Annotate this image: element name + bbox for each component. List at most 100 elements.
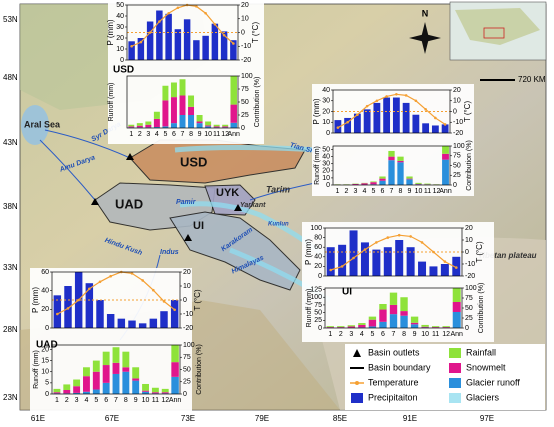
annual-snowmelt-bar xyxy=(452,302,461,312)
y-tick-label: 40 xyxy=(322,87,330,94)
y-tick-label: 20 xyxy=(314,263,322,270)
basin-label: UI xyxy=(193,220,204,232)
y2-tick-label: 25 xyxy=(453,172,461,179)
legend-symbol xyxy=(355,381,359,385)
place-label: Tarim xyxy=(266,184,290,194)
y2-tick-label: -10 xyxy=(241,43,251,50)
legend-swatch xyxy=(449,393,461,403)
y2-tick-label: 100 xyxy=(465,285,477,292)
temperature-point xyxy=(404,94,408,97)
legend-label: Temperature xyxy=(368,377,419,387)
precip-bar xyxy=(353,113,361,133)
x-tick-label: 9 xyxy=(134,397,138,404)
temperature-point xyxy=(363,248,367,251)
glacier-bar xyxy=(170,123,177,128)
x-tick-label: 4 xyxy=(363,188,367,195)
rainfall-bar xyxy=(431,326,440,328)
panel-name: UAD xyxy=(36,340,58,351)
temperature-point xyxy=(66,307,70,310)
precip-bar xyxy=(202,35,209,60)
y-tick-label: 0 xyxy=(326,130,330,137)
river-label: Yarkant xyxy=(240,202,266,209)
rainfall-bar xyxy=(142,383,149,391)
snowmelt-bar xyxy=(122,367,130,372)
precip-bar xyxy=(406,247,415,276)
x-tick-label: 6 xyxy=(172,131,176,138)
rainfall-bar xyxy=(63,384,71,390)
y-tick-label: 0 xyxy=(120,57,124,64)
temperature-point xyxy=(167,11,170,15)
y-tick-label: 50 xyxy=(314,309,322,316)
temperature-point xyxy=(130,44,133,48)
snowmelt-bar xyxy=(83,376,90,392)
y2-tick-label: 75 xyxy=(183,354,191,361)
y-axis-title: Runoff (mm) xyxy=(306,289,313,328)
outlet xyxy=(126,153,134,160)
precip-bar xyxy=(128,320,136,328)
x-tick-label: 5 xyxy=(372,188,376,195)
y-tick-label: 20 xyxy=(116,35,124,42)
x-tick-label: 10 xyxy=(204,131,212,138)
y-tick-label: 125 xyxy=(310,286,322,293)
legend-swatch xyxy=(449,378,461,388)
y-tick-label: 0 xyxy=(45,391,49,398)
snowmelt-bar xyxy=(379,178,386,181)
temperature-point xyxy=(141,279,144,282)
rainfall-bar xyxy=(424,183,431,185)
y2-tick-label: 75 xyxy=(453,153,461,160)
y2-tick-label: 0 xyxy=(453,108,457,115)
y2-tick-label: 0 xyxy=(183,391,187,398)
rainfall-bar xyxy=(388,150,395,157)
range-label: Pamir xyxy=(176,199,197,206)
legend-swatch xyxy=(351,393,363,403)
scale-label: 720 KM xyxy=(518,75,546,84)
x-tick-label: 4 xyxy=(360,331,364,338)
y2-axis-title: T (°C) xyxy=(463,101,472,123)
y-tick-label: 20 xyxy=(41,306,49,313)
glacier-bar xyxy=(397,162,404,185)
annual-snowmelt-bar xyxy=(230,104,237,123)
precip-bar xyxy=(165,13,172,61)
glacier-bar xyxy=(92,389,100,394)
y2-tick-label: 0 xyxy=(453,182,457,189)
range-label: Kunlun xyxy=(268,222,289,228)
snowmelt-bar xyxy=(222,126,229,128)
x-tick-label: 5 xyxy=(370,331,374,338)
precip-bar xyxy=(211,23,219,60)
outlet xyxy=(234,204,242,211)
glacier-bar xyxy=(415,184,422,185)
x-tick-label: 9 xyxy=(408,188,412,195)
x-tick-label: 10 xyxy=(421,331,429,338)
temperature-point xyxy=(375,99,379,103)
snowmelt-bar xyxy=(196,121,203,124)
snowmelt-bar xyxy=(397,160,404,163)
rainfall-bar xyxy=(410,316,419,323)
rainfall-bar xyxy=(205,121,212,126)
y2-tick-label: 0 xyxy=(183,297,187,304)
precip-bar xyxy=(64,286,72,328)
temperature-point xyxy=(152,288,155,292)
precip-bar xyxy=(412,114,420,133)
precip-bar xyxy=(402,102,410,133)
y2-tick-label: 10 xyxy=(465,237,473,244)
temperature-point xyxy=(409,235,412,238)
legend-label: Basin boundary xyxy=(368,362,431,372)
y2-tick-label: -20 xyxy=(465,273,475,280)
precip-bar xyxy=(372,249,381,276)
annual-snowmelt-bar xyxy=(442,153,449,160)
precip-bar xyxy=(53,295,62,328)
temperature-point xyxy=(98,280,102,284)
y-tick-label: 15 xyxy=(41,357,49,364)
rainfall-bar xyxy=(83,367,90,377)
snowmelt-bar xyxy=(421,326,429,328)
y-tick-label: 10 xyxy=(41,369,49,376)
glacier-bar xyxy=(196,123,203,128)
x-tick-label: 4 xyxy=(155,131,159,138)
y-tick-label: 10 xyxy=(322,119,330,126)
y2-tick-label: 25 xyxy=(241,112,249,119)
temperature-point xyxy=(352,256,355,260)
rainfall-bar xyxy=(53,388,61,393)
rainfall-bar xyxy=(188,95,195,107)
rainfall-bar xyxy=(358,323,366,325)
